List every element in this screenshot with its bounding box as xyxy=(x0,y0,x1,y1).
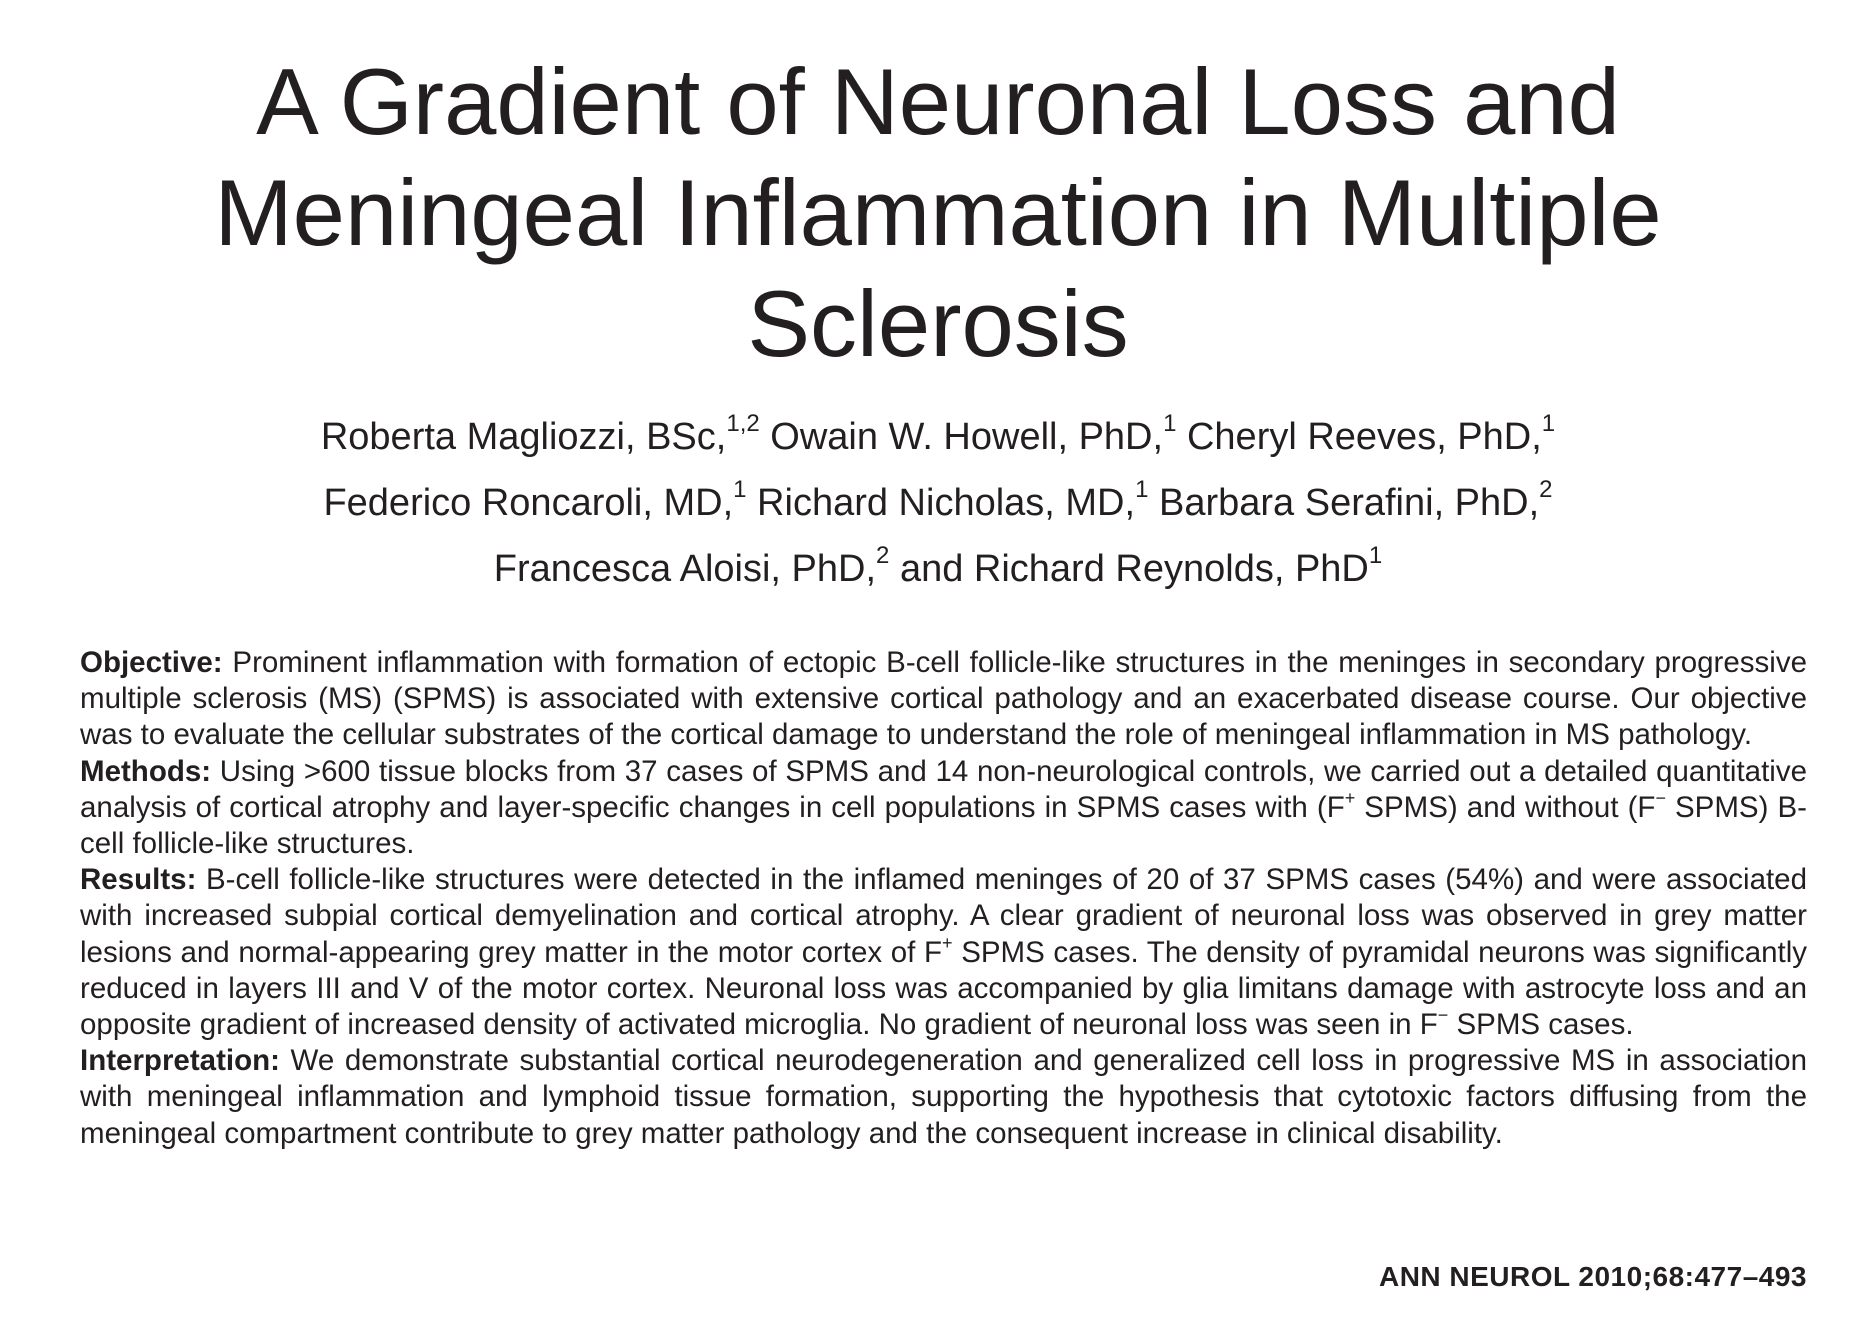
results-text: B-cell follicle-like structures were det… xyxy=(80,863,1807,969)
author-list: Roberta Magliozzi, BSc,1,2 Owain W. Howe… xyxy=(0,404,1876,602)
methods-text: SPMS) B-cell follicle-like structures. xyxy=(80,790,1807,861)
author-name: Richard Nicholas, MD, xyxy=(746,482,1136,524)
author-name: Federico Roncaroli, MD, xyxy=(323,482,734,524)
abstract: Objective: Prominent inflammation with f… xyxy=(80,645,1807,1152)
results-text: SPMS cases. The density of pyramidal neu… xyxy=(80,935,1808,1042)
paper-title: A Gradient of Neuronal Loss and Meningea… xyxy=(0,46,1876,379)
author-affiliation: 2 xyxy=(876,542,890,570)
abstract-objective: Objective: Prominent inflammation with f… xyxy=(80,645,1807,754)
author-line-3: Francesca Aloisi, PhD,2 and Richard Reyn… xyxy=(0,536,1876,602)
objective-label: Objective: xyxy=(80,646,223,679)
author-affiliation: 1 xyxy=(1163,410,1177,438)
methods-text: SPMS) and without (F xyxy=(1355,790,1656,824)
journal-citation: ANN NEUROL 2010;68:477–493 xyxy=(1378,1261,1807,1292)
superscript-plus: + xyxy=(942,932,953,953)
author-affiliation: 1,2 xyxy=(726,410,760,438)
author-affiliation: 2 xyxy=(1539,476,1553,504)
title-line-1: A Gradient of Neuronal Loss and xyxy=(256,49,1620,154)
author-name: and Richard Reynolds, PhD xyxy=(889,548,1369,590)
author-affiliation: 1 xyxy=(1368,542,1383,570)
author-affiliation: 1 xyxy=(1135,476,1149,504)
author-line-1: Roberta Magliozzi, BSc,1,2 Owain W. Howe… xyxy=(0,404,1876,470)
objective-text: Prominent inflammation with formation of… xyxy=(80,646,1807,752)
author-name: Barbara Serafini, PhD, xyxy=(1148,482,1540,524)
author-name: Roberta Magliozzi, BSc, xyxy=(320,416,727,458)
author-name: Owain W. Howell, PhD, xyxy=(759,416,1164,458)
interpretation-text: We demonstrate substantial cortical neur… xyxy=(80,1044,1807,1150)
results-text: SPMS cases. xyxy=(1448,1008,1634,1042)
author-line-2: Federico Roncaroli, MD,1 Richard Nichola… xyxy=(0,470,1876,536)
results-label: Results: xyxy=(80,863,197,897)
methods-label: Methods: xyxy=(80,754,212,788)
abstract-methods: Methods: Using >600 tissue blocks from 3… xyxy=(80,754,1807,863)
superscript-minus: − xyxy=(1437,1005,1449,1026)
author-affiliation: 1 xyxy=(733,476,747,504)
abstract-interpretation: Interpretation: We demonstrate substanti… xyxy=(80,1043,1807,1152)
title-line-2: Meningeal Inflammation in Multiple xyxy=(214,160,1662,265)
interpretation-label: Interpretation: xyxy=(80,1044,280,1078)
superscript-minus: − xyxy=(1655,787,1666,808)
author-name: Francesca Aloisi, PhD, xyxy=(493,548,877,590)
author-affiliation: 1 xyxy=(1541,410,1556,438)
methods-text: Using >600 tissue blocks from 37 cases o… xyxy=(80,754,1807,824)
author-name: Cheryl Reeves, PhD, xyxy=(1176,416,1542,458)
abstract-results: Results: B-cell follicle-like structures… xyxy=(80,862,1807,1043)
title-line-3: Sclerosis xyxy=(747,271,1129,376)
superscript-plus: + xyxy=(1344,787,1356,808)
